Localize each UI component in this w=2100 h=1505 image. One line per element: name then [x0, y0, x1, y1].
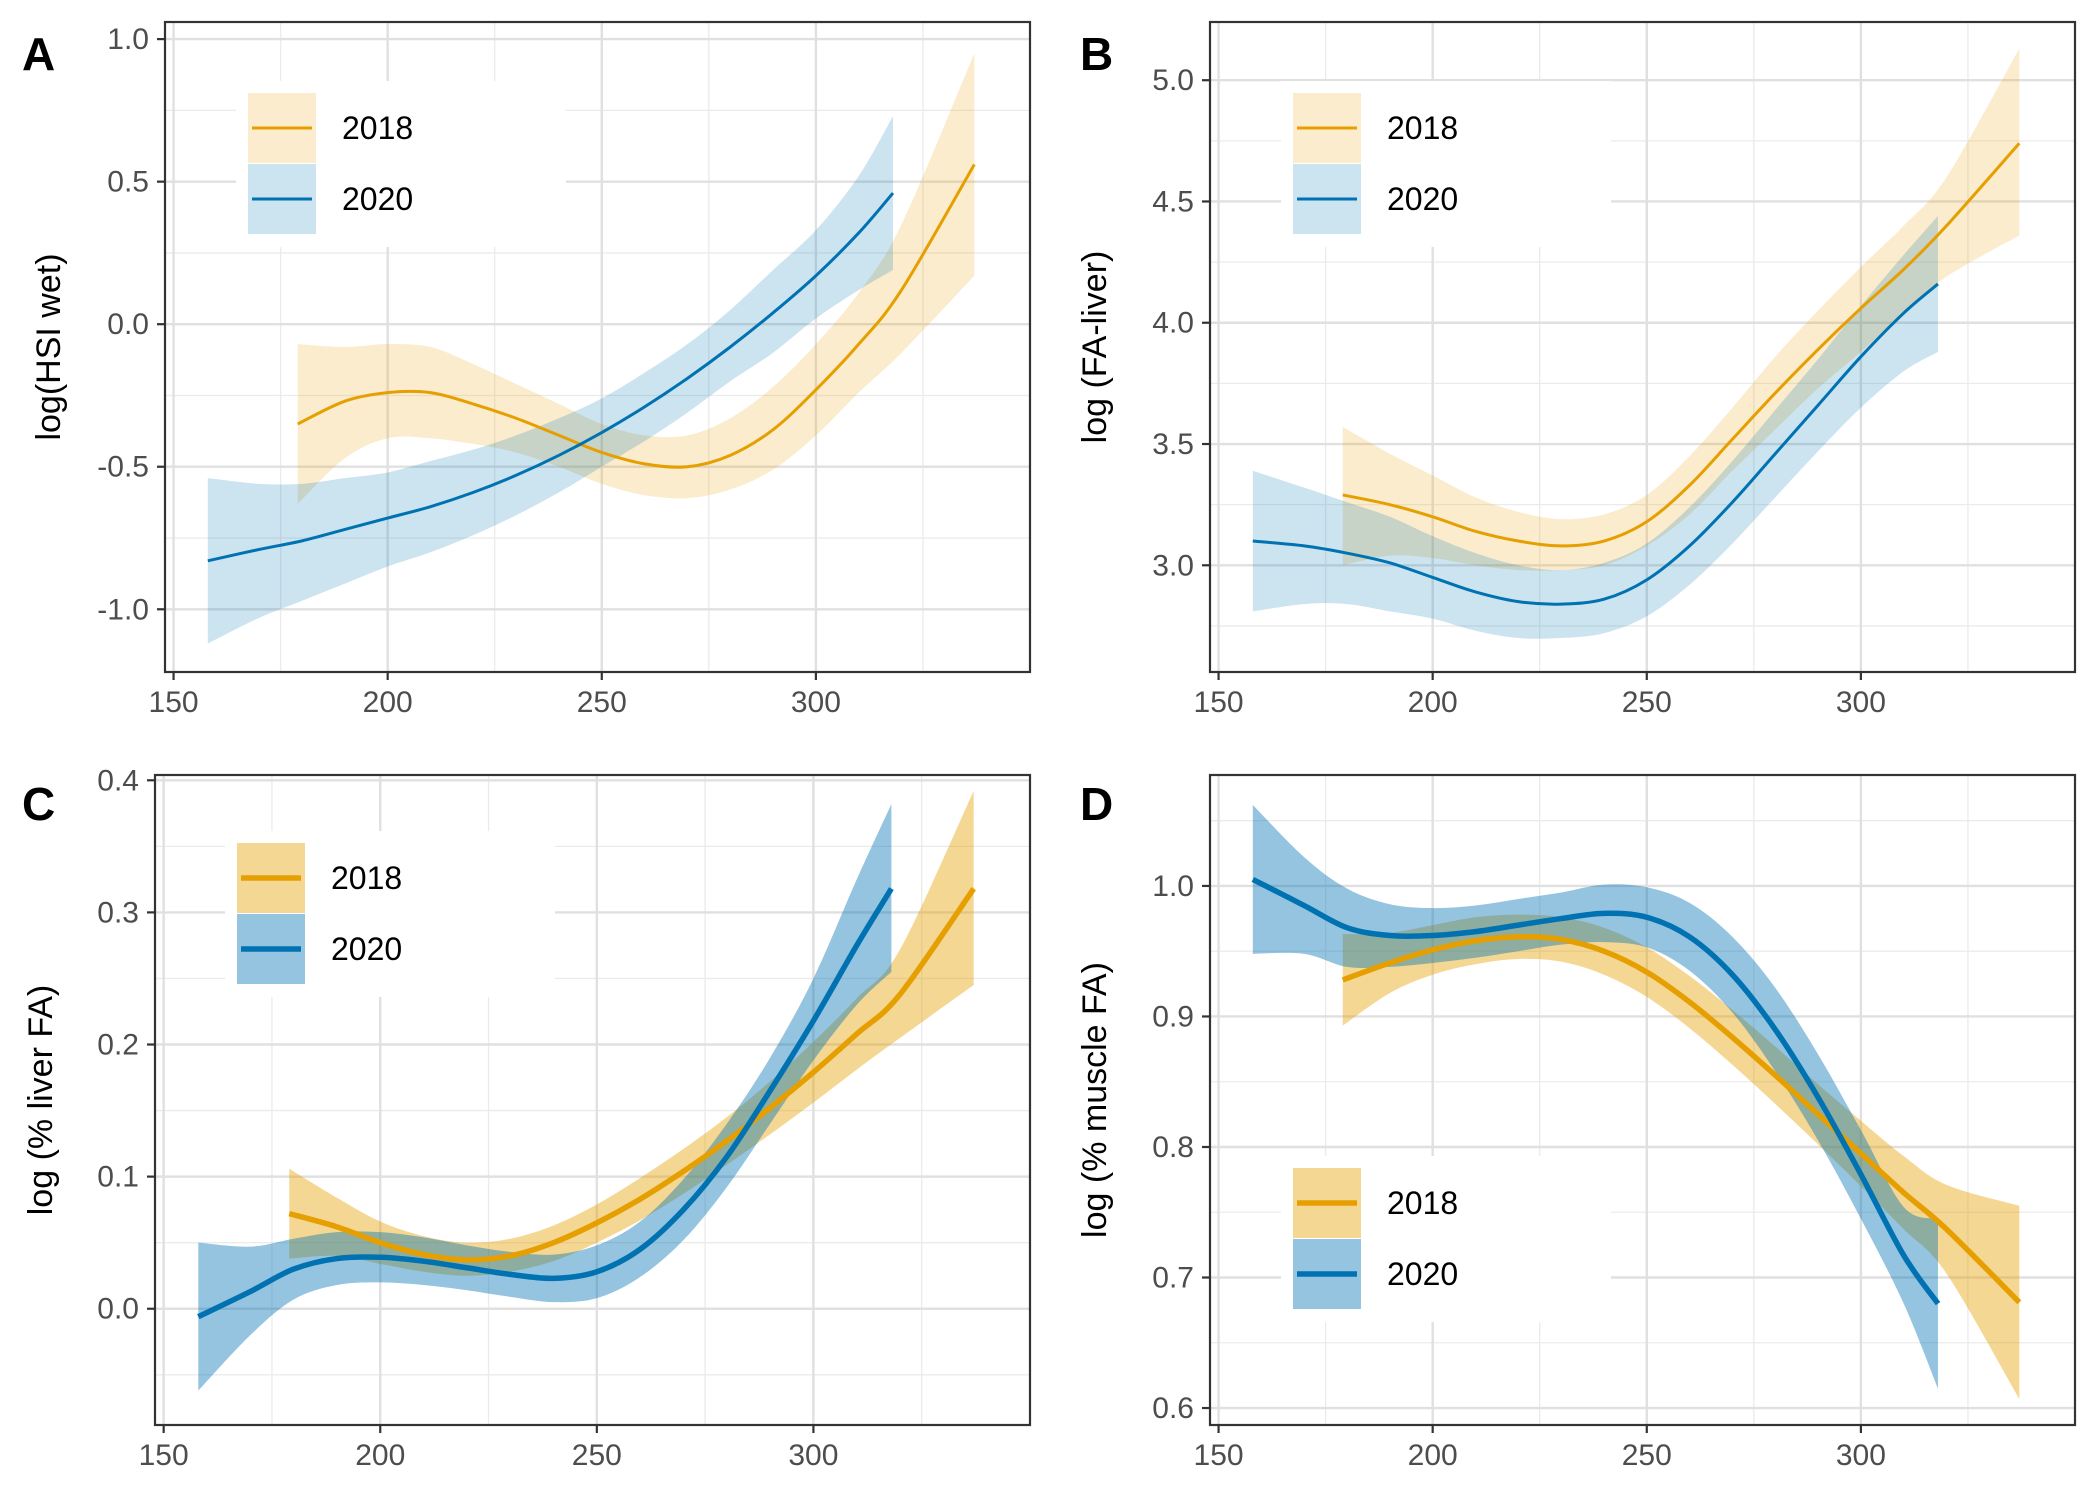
ci-ribbon-2018	[297, 53, 975, 504]
x-tick-label: 250	[1622, 686, 1672, 719]
legend-item-2018: 2018	[1293, 1168, 1458, 1238]
panel-letter: D	[1080, 778, 1113, 830]
y-tick-label: 4.0	[1152, 307, 1194, 340]
y-axis-title: log (% muscle FA)	[1076, 962, 1114, 1238]
x-tick-label: 200	[1408, 1439, 1458, 1472]
panel-letter: B	[1080, 28, 1113, 80]
x-tick-label: 250	[572, 1439, 622, 1472]
y-tick-label: 0.7	[1152, 1262, 1194, 1295]
y-tick-label: 0.0	[97, 1293, 139, 1326]
legend-item-2018: 2018	[248, 93, 413, 163]
legend-item-2018: 2018	[237, 843, 402, 913]
panel-border	[1208, 773, 2077, 1427]
series-line-2020	[1251, 876, 1941, 1306]
legend: 2018 2020	[1281, 81, 1611, 247]
series-layer	[1251, 805, 2022, 1399]
y-tick-label: 3.0	[1152, 549, 1194, 582]
x-tick-label: 250	[577, 686, 627, 719]
y-axis-title: log (FA-liver)	[1076, 251, 1114, 444]
y-tick-label: 1.0	[1152, 870, 1194, 903]
y-tick-label: -0.5	[97, 451, 149, 484]
series-line-2018	[288, 887, 976, 1263]
y-axis-title: log (% liver FA)	[22, 985, 60, 1216]
legend: 2018 2020	[236, 81, 566, 247]
panel-border	[163, 20, 1032, 674]
series-layer	[1252, 48, 2021, 639]
series-layer	[197, 790, 976, 1391]
x-tick-label: 200	[363, 686, 413, 719]
series-line-2020	[207, 192, 895, 563]
x-tick-label: 250	[1622, 1439, 1672, 1472]
legend-background	[225, 831, 555, 997]
y-tick-label: 0.2	[97, 1029, 139, 1062]
y-tick-label: 0.3	[97, 896, 139, 929]
legend-label: 2020	[331, 931, 402, 967]
x-tick-label: 200	[355, 1439, 405, 1472]
panel-border	[153, 773, 1032, 1427]
gridlines	[155, 775, 1030, 1425]
panel-c: 150 200 250 300 0.0 0.1 0.2 0.3 0.4 log (% liver …	[22, 764, 1032, 1472]
x-tick-label: 200	[1408, 686, 1458, 719]
x-tick-label: 300	[791, 686, 841, 719]
y-tick-label: 5.0	[1152, 64, 1194, 97]
y-tick-label: 0.0	[107, 308, 149, 341]
x-tick-label: 150	[1194, 1439, 1244, 1472]
legend-background	[236, 81, 566, 247]
legend-label: 2018	[1387, 110, 1458, 146]
series-line-2020	[197, 887, 894, 1320]
legend-item-2020: 2020	[1293, 164, 1458, 234]
y-tick-label: 1.0	[107, 23, 149, 56]
y-tick-label: 0.8	[1152, 1131, 1194, 1164]
panel-a: 150 200 250 300 -1.0 -0.5 0.0 0.5 1.0 log(HSI wet…	[22, 20, 1032, 719]
legend-label: 2020	[1387, 1256, 1458, 1292]
legend-background	[1281, 81, 1611, 247]
legend-item-2020: 2020	[248, 164, 413, 234]
series-line-2018	[1341, 934, 2022, 1305]
panel-d: 150 200 250 300 0.6 0.7 0.8 0.9 1.0 log (% muscle…	[1076, 773, 2077, 1472]
legend-label: 2018	[1387, 1185, 1458, 1221]
ci-ribbon-2018	[1342, 48, 2020, 571]
y-tick-label: 3.5	[1152, 428, 1194, 461]
series-line-2018	[297, 163, 976, 469]
ci-ribbon-2020	[207, 116, 893, 644]
x-tick-label: 300	[788, 1439, 838, 1472]
panel-border	[1208, 20, 2077, 674]
panel-letter: C	[22, 778, 55, 830]
legend-label: 2018	[342, 110, 413, 146]
legend: 2018 2020	[225, 831, 555, 997]
y-tick-label: 0.5	[107, 166, 149, 199]
y-tick-label: 0.1	[97, 1161, 139, 1194]
panel-letter: A	[22, 28, 55, 80]
series-line-2018	[1342, 142, 2021, 548]
x-tick-label: 150	[149, 686, 199, 719]
x-tick-label: 150	[139, 1439, 189, 1472]
plot-background	[1210, 775, 2075, 1425]
series-line-2020	[1252, 282, 1939, 606]
ci-ribbon-2018	[1342, 914, 2020, 1399]
legend-item-2018: 2018	[1293, 93, 1458, 163]
legend-label: 2020	[1387, 181, 1458, 217]
legend-label: 2018	[331, 860, 402, 896]
y-tick-label: 0.4	[97, 764, 139, 797]
y-axis-title: log(HSI wet)	[30, 253, 68, 440]
ci-ribbon-2020	[1252, 216, 1938, 639]
x-tick-label: 150	[1194, 686, 1244, 719]
y-tick-label: -1.0	[97, 593, 149, 626]
legend-label: 2020	[342, 181, 413, 217]
legend-item-2020: 2020	[1293, 1239, 1458, 1309]
y-tick-label: 0.6	[1152, 1392, 1194, 1425]
legend-background	[1281, 1156, 1611, 1322]
series-layer	[207, 53, 976, 644]
ci-ribbon-2018	[289, 790, 974, 1276]
x-tick-label: 300	[1836, 686, 1886, 719]
legend: 2018 2020	[1281, 1156, 1611, 1322]
ci-ribbon-2020	[198, 804, 892, 1391]
y-tick-label: 4.5	[1152, 185, 1194, 218]
legend-item-2020: 2020	[237, 914, 402, 984]
panel-b: 150 200 250 300 3.0 3.5 4.0 4.5 5.0 log (FA-liver…	[1076, 20, 2077, 719]
y-tick-label: 0.9	[1152, 1000, 1194, 1033]
x-tick-label: 300	[1836, 1439, 1886, 1472]
